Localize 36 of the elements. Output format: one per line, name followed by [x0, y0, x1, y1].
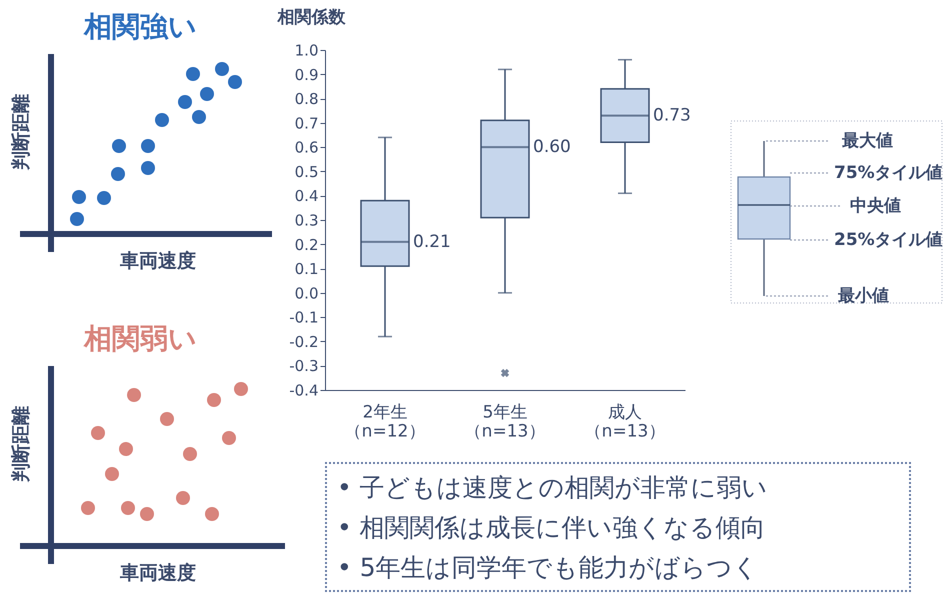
y-tick-label: 0.9 — [294, 66, 318, 84]
annotation: 0.73 — [653, 106, 691, 126]
y-tick-label: 0.4 — [294, 187, 318, 206]
y-tick-label: -0.4 — [289, 382, 318, 400]
y-tick-label: -0.2 — [289, 332, 318, 351]
text: 75%タイル値 — [834, 162, 943, 184]
x-tick-label: 2年生（n=12） — [344, 402, 426, 442]
text: • 子どもは速度との相関が非常に弱い — [337, 472, 769, 504]
y-tick-label: -0.3 — [289, 357, 318, 376]
y-tick-label: 0.3 — [294, 212, 318, 230]
text: 判断距離 — [9, 94, 33, 170]
text: 最小値 — [838, 285, 889, 307]
y-tick-label: 0.0 — [294, 284, 318, 302]
text: 相関強い — [84, 9, 197, 45]
text: • 相関関係は成長に伴い強くなる傾向 — [337, 512, 767, 544]
y-tick-label: 0.8 — [294, 90, 318, 108]
text: 相関弱い — [84, 321, 197, 357]
annotation: 0.21 — [413, 232, 451, 252]
y-tick-label: 0.7 — [294, 114, 318, 132]
y-tick-label: 0.5 — [294, 162, 318, 181]
y-tick-label: 0.1 — [294, 260, 318, 278]
text: • 5年生は同学年でも能力がばらつく — [337, 552, 760, 584]
y-tick-label: -0.1 — [289, 308, 318, 327]
annotation: 0.60 — [533, 137, 571, 158]
y-axis-title: 相関係数 — [276, 8, 346, 28]
x-tick-label: 5年生（n=13） — [464, 402, 546, 442]
text: 中央値 — [850, 195, 901, 217]
y-tick-label: 1.0 — [294, 42, 318, 60]
y-tick-label: 0.2 — [294, 236, 318, 254]
x-tick-label: 成人（n=13） — [584, 402, 666, 442]
text: 25%タイル値 — [834, 229, 943, 251]
text: 車両速度 — [120, 249, 196, 274]
text: 最大値 — [842, 130, 893, 152]
y-tick-label: 0.6 — [294, 138, 318, 157]
text: 判断距離 — [9, 406, 33, 482]
text: 車両速度 — [120, 561, 196, 586]
